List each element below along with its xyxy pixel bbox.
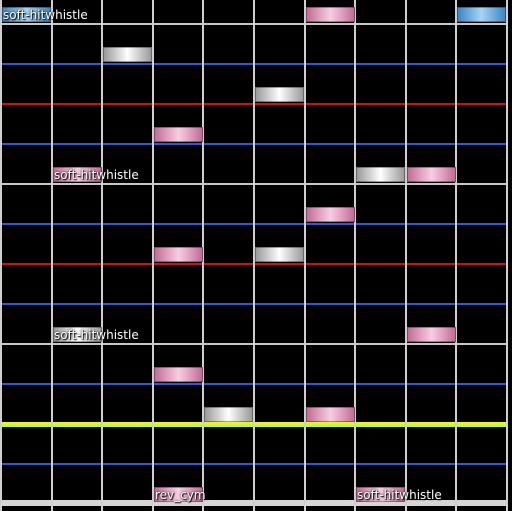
note-pink[interactable] [306, 407, 355, 422]
note-pink[interactable] [53, 167, 102, 182]
note-pink[interactable] [407, 167, 456, 182]
note-white[interactable] [103, 47, 152, 62]
note-white[interactable] [53, 327, 102, 342]
note-sound-label: soft-hitwhistle [3, 8, 88, 22]
note-pink[interactable] [154, 367, 203, 382]
lane-divider [405, 0, 407, 511]
note-pink[interactable] [154, 487, 203, 502]
note-pink[interactable] [154, 127, 203, 142]
note-white[interactable] [356, 167, 405, 182]
lane-divider [253, 0, 255, 511]
lane-divider [0, 0, 2, 511]
note-pink[interactable] [306, 7, 355, 22]
lane-divider [202, 0, 204, 511]
lane-divider [506, 0, 508, 511]
lane-divider [152, 0, 154, 511]
note-sound-label: rev_cym [155, 488, 206, 502]
lane-divider [304, 0, 306, 511]
note-white[interactable] [255, 87, 304, 102]
note-white[interactable] [204, 407, 253, 422]
lane-divider [101, 0, 103, 511]
lane-divider [354, 0, 356, 511]
note-pink[interactable] [407, 327, 456, 342]
note-blue[interactable] [457, 7, 506, 22]
note-sound-label: soft-hitwhistle [54, 328, 139, 342]
note-pink[interactable] [306, 207, 355, 222]
note-sound-label: soft-hitwhistle [357, 488, 442, 502]
note-white[interactable] [255, 247, 304, 262]
note-pink[interactable] [154, 247, 203, 262]
lane-divider [455, 0, 457, 511]
lane-divider [51, 0, 53, 511]
note-sound-label: soft-hitwhistle [54, 168, 139, 182]
note-pink[interactable] [356, 487, 405, 502]
note-blue[interactable] [2, 7, 51, 22]
